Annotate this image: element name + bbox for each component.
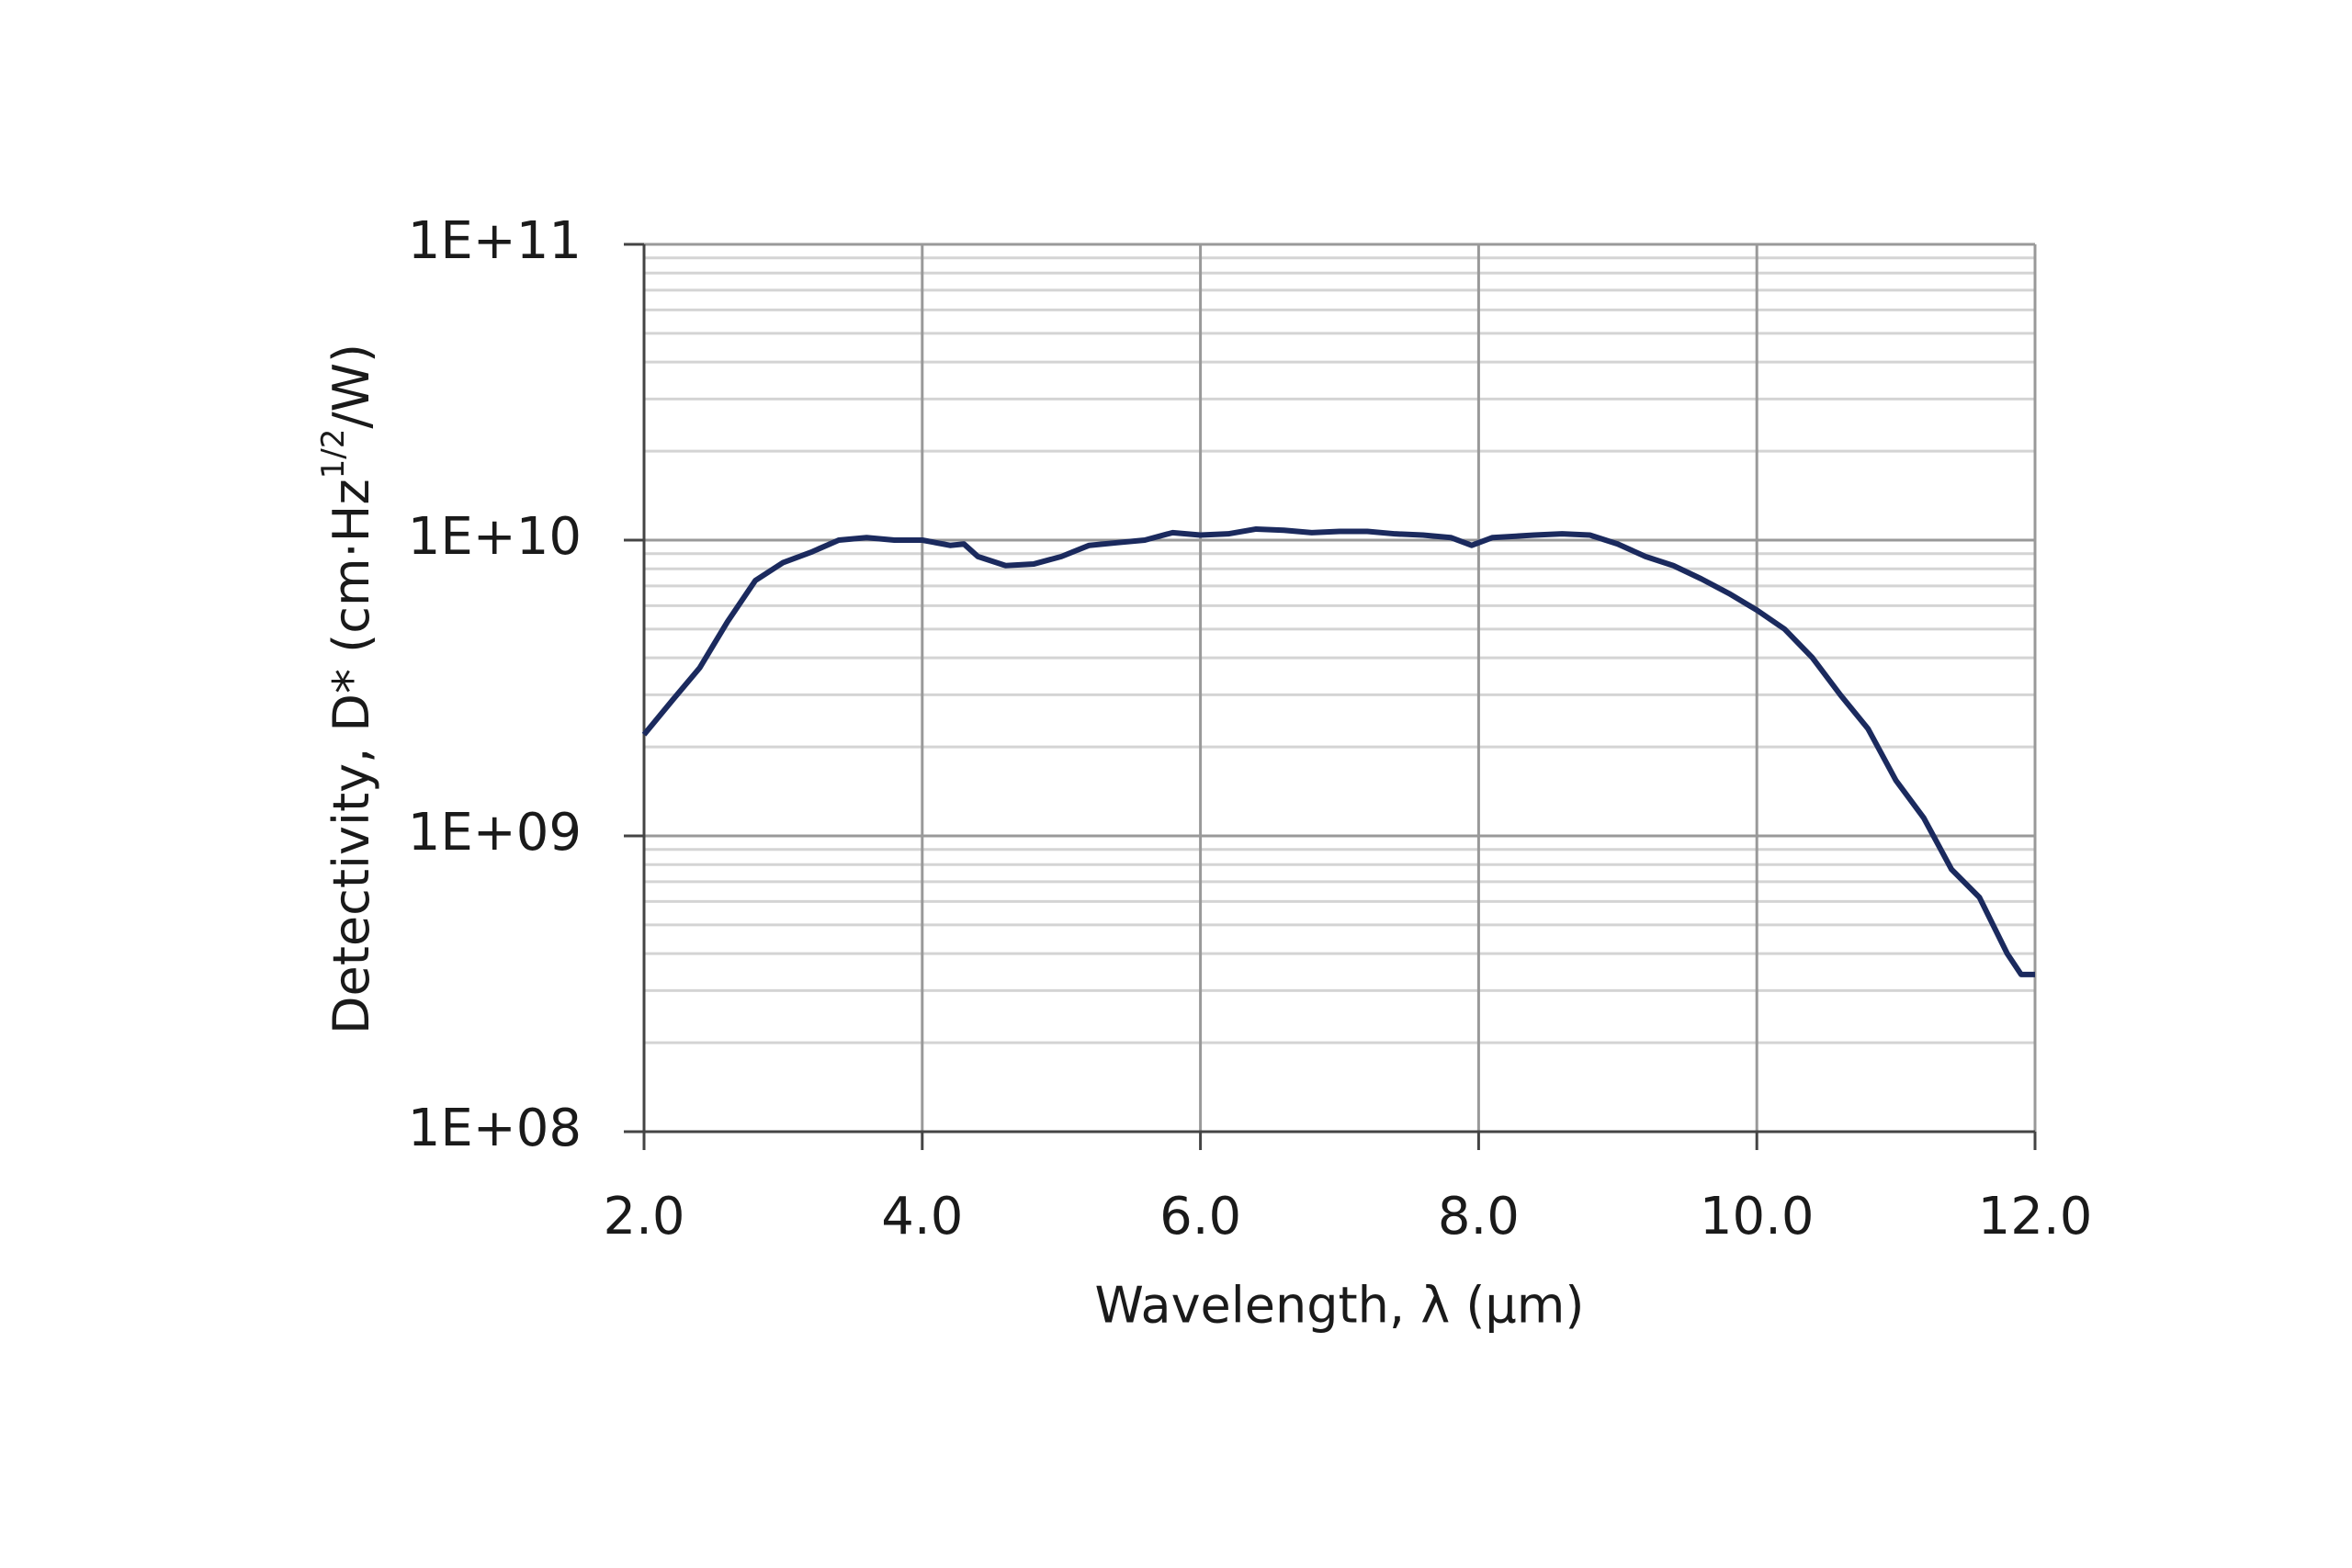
- y-axis-title-end: /W): [322, 344, 380, 429]
- x-axis-title: Wavelength, λ (µm): [1095, 1277, 1585, 1335]
- x-tick-label: 8.0: [1438, 1187, 1520, 1247]
- x-tick-label: 4.0: [881, 1187, 963, 1247]
- x-tick-label: 2.0: [603, 1187, 684, 1247]
- y-tick-label: 1E+09: [408, 803, 582, 863]
- y-axis-title-sup: 1/2: [315, 429, 352, 479]
- x-tick-label: 12.0: [1978, 1187, 2093, 1247]
- y-tick-label: 1E+10: [408, 507, 582, 567]
- y-tick-label: 1E+08: [408, 1099, 582, 1158]
- y-axis-title-main: Detectivity, D* (cm·Hz: [322, 479, 380, 1034]
- x-tick-label: 6.0: [1159, 1187, 1241, 1247]
- data-line: [641, 525, 2035, 977]
- x-tick-label: 10.0: [1700, 1187, 1815, 1247]
- y-axis-title: Detectivity, D* (cm·Hz1/2/W): [315, 344, 380, 1034]
- y-tick-label: 1E+11: [408, 211, 582, 271]
